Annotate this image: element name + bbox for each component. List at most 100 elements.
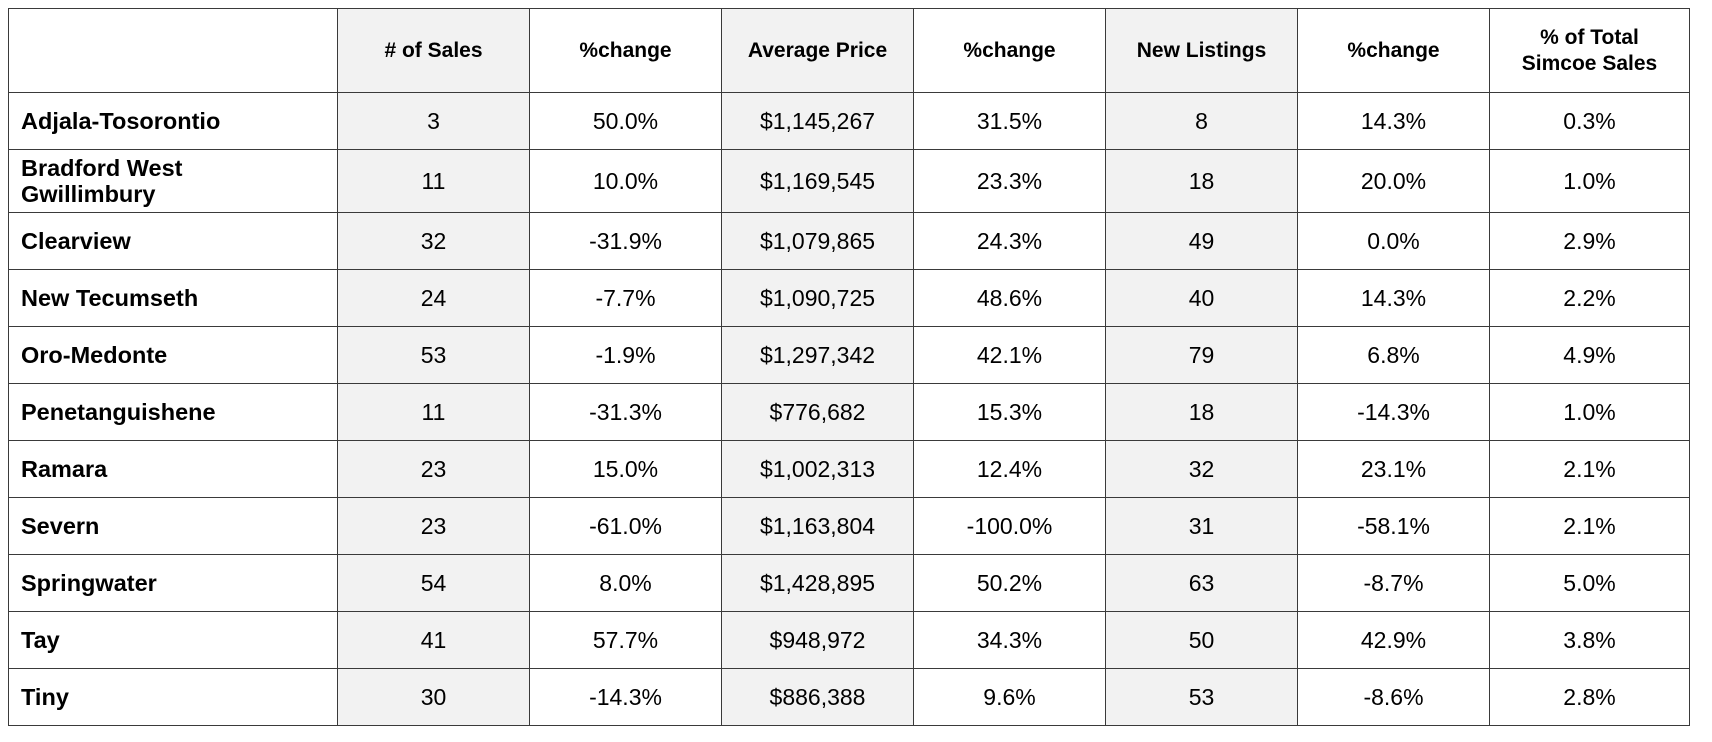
cell-average-price: $1,428,895 [721,554,914,612]
cell-price-change: 34.3% [913,611,1106,669]
table-row: Penetanguishene 11 -31.3% $776,682 15.3% 18 -1… [8,383,1690,441]
cell-average-price: $1,163,804 [721,497,914,555]
cell-sales-change: -7.7% [529,269,722,327]
cell-new-listings: 18 [1105,383,1298,441]
cell-share-of-total: 1.0% [1489,383,1690,441]
cell-sales-count: 3 [337,92,530,150]
table-row: Oro-Medonte 53 -1.9% $1,297,342 42.1% 79 6.8% 4… [8,326,1690,384]
cell-average-price: $948,972 [721,611,914,669]
cell-price-change: 42.1% [913,326,1106,384]
cell-sales-change: -1.9% [529,326,722,384]
municipality-name: Oro-Medonte [8,326,338,384]
cell-sales-count: 11 [337,149,530,213]
cell-sales-change: 50.0% [529,92,722,150]
cell-average-price: $1,002,313 [721,440,914,498]
cell-average-price: $1,297,342 [721,326,914,384]
cell-average-price: $1,169,545 [721,149,914,213]
table-body: Adjala-Tosorontio 3 50.0% $1,145,267 31.5% 8 1… [8,92,1690,726]
cell-new-listings: 31 [1105,497,1298,555]
table-row: Ramara 23 15.0% $1,002,313 12.4% 32 23.1% 2.1% [8,440,1690,498]
header-new-listings: New Listings [1105,8,1298,93]
cell-sales-count: 23 [337,497,530,555]
cell-new-listings: 53 [1105,668,1298,726]
cell-new-listings: 32 [1105,440,1298,498]
cell-share-of-total: 0.3% [1489,92,1690,150]
cell-sales-change: 15.0% [529,440,722,498]
cell-share-of-total: 1.0% [1489,149,1690,213]
municipality-name: Penetanguishene [8,383,338,441]
table-row: Adjala-Tosorontio 3 50.0% $1,145,267 31.5% 8 1… [8,92,1690,150]
header-sales-count: # of Sales [337,8,530,93]
cell-average-price: $1,145,267 [721,92,914,150]
table-row: New Tecumseth 24 -7.7% $1,090,725 48.6% 40 14.… [8,269,1690,327]
table-row: Tiny 30 -14.3% $886,388 9.6% 53 -8.6% 2.8% [8,668,1690,726]
cell-sales-count: 32 [337,212,530,270]
table-row: Bradford West Gwillimbury 11 10.0% $1,169,54… [8,149,1690,213]
cell-new-listings: 50 [1105,611,1298,669]
municipality-name: Adjala-Tosorontio [8,92,338,150]
cell-average-price: $886,388 [721,668,914,726]
cell-price-change: 24.3% [913,212,1106,270]
table-row: Severn 23 -61.0% $1,163,804 -100.0% 31 -58.1% 2… [8,497,1690,555]
cell-new-listings: 63 [1105,554,1298,612]
cell-sales-count: 30 [337,668,530,726]
municipality-name: Severn [8,497,338,555]
cell-price-change: -100.0% [913,497,1106,555]
cell-share-of-total: 4.9% [1489,326,1690,384]
cell-listings-change: 42.9% [1297,611,1490,669]
cell-price-change: 50.2% [913,554,1106,612]
cell-new-listings: 49 [1105,212,1298,270]
header-price-change: %change [913,8,1106,93]
cell-new-listings: 18 [1105,149,1298,213]
header-row: # of Sales %change Average Price %change New… [8,8,1690,93]
header-sales-change: %change [529,8,722,93]
cell-average-price: $1,079,865 [721,212,914,270]
cell-listings-change: 0.0% [1297,212,1490,270]
cell-listings-change: -14.3% [1297,383,1490,441]
table-row: Clearview 32 -31.9% $1,079,865 24.3% 49 0.0% 2.… [8,212,1690,270]
municipality-name: Clearview [8,212,338,270]
cell-price-change: 23.3% [913,149,1106,213]
cell-price-change: 12.4% [913,440,1106,498]
municipality-name: New Tecumseth [8,269,338,327]
municipality-name: Bradford West Gwillimbury [8,149,338,213]
cell-price-change: 9.6% [913,668,1106,726]
cell-listings-change: -8.6% [1297,668,1490,726]
cell-sales-change: 8.0% [529,554,722,612]
cell-sales-change: -14.3% [529,668,722,726]
cell-share-of-total: 2.8% [1489,668,1690,726]
municipality-name: Springwater [8,554,338,612]
cell-share-of-total: 2.2% [1489,269,1690,327]
header-corner [8,8,338,93]
cell-sales-count: 23 [337,440,530,498]
cell-price-change: 15.3% [913,383,1106,441]
header-listings-change: %change [1297,8,1490,93]
cell-listings-change: 6.8% [1297,326,1490,384]
cell-listings-change: 14.3% [1297,269,1490,327]
cell-listings-change: -8.7% [1297,554,1490,612]
header-average-price: Average Price [721,8,914,93]
cell-new-listings: 40 [1105,269,1298,327]
cell-listings-change: 20.0% [1297,149,1490,213]
cell-average-price: $1,090,725 [721,269,914,327]
cell-sales-count: 53 [337,326,530,384]
cell-average-price: $776,682 [721,383,914,441]
municipality-name: Ramara [8,440,338,498]
cell-sales-change: 10.0% [529,149,722,213]
simcoe-sales-table: # of Sales %change Average Price %change New… [8,8,1690,726]
cell-listings-change: 14.3% [1297,92,1490,150]
cell-share-of-total: 5.0% [1489,554,1690,612]
cell-listings-change: -58.1% [1297,497,1490,555]
cell-share-of-total: 3.8% [1489,611,1690,669]
cell-price-change: 48.6% [913,269,1106,327]
cell-sales-change: -31.3% [529,383,722,441]
cell-sales-change: -31.9% [529,212,722,270]
cell-sales-count: 11 [337,383,530,441]
cell-share-of-total: 2.9% [1489,212,1690,270]
cell-price-change: 31.5% [913,92,1106,150]
cell-new-listings: 8 [1105,92,1298,150]
cell-listings-change: 23.1% [1297,440,1490,498]
cell-sales-count: 24 [337,269,530,327]
table-row: Tay 41 57.7% $948,972 34.3% 50 42.9% 3.8% [8,611,1690,669]
cell-sales-count: 54 [337,554,530,612]
